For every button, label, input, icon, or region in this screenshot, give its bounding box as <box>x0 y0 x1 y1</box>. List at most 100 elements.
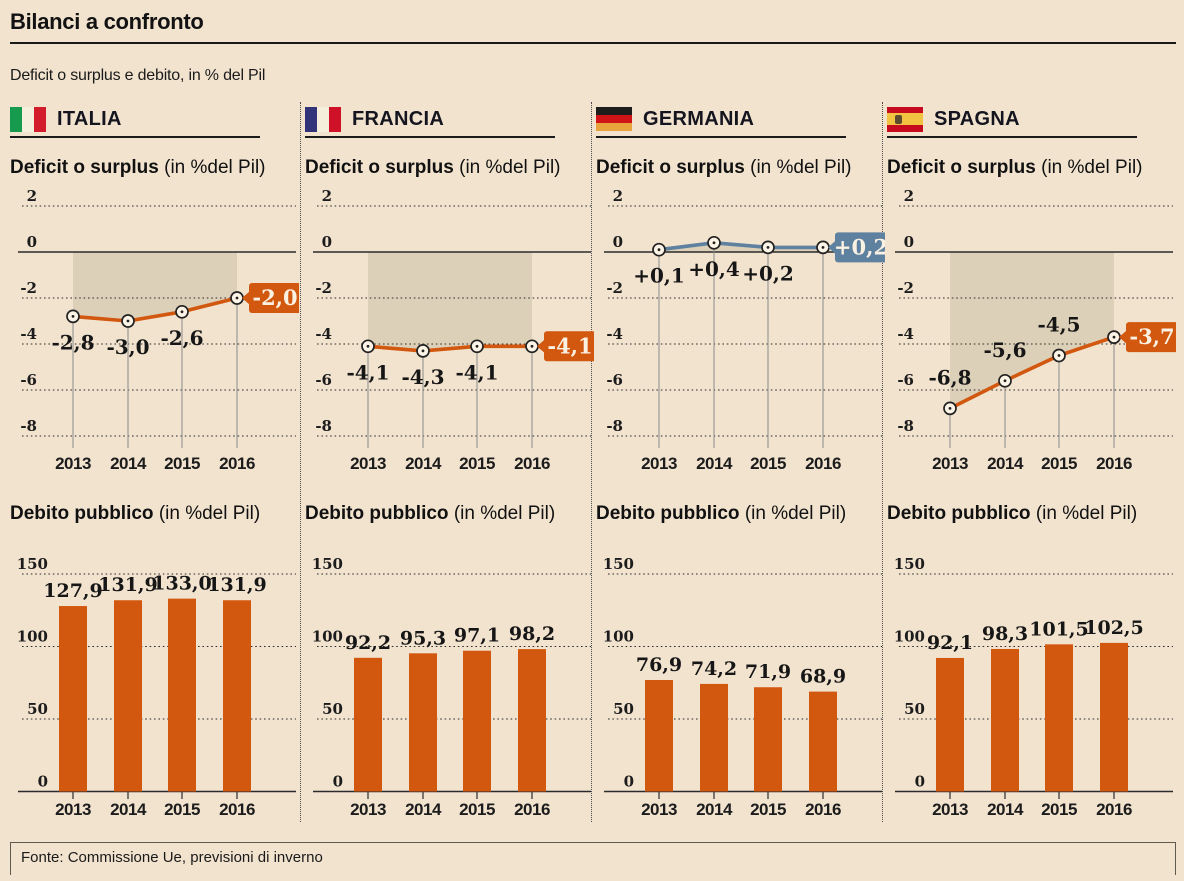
debt-section-title: Debito pubblico (in %del Pil) <box>305 502 589 526</box>
x-axis-year-label: 2016 <box>1096 800 1132 819</box>
debt-title-bold: Debito pubblico <box>596 503 740 524</box>
x-axis-year-label: 2016 <box>219 800 255 819</box>
y-tick-label: 2 <box>322 187 332 205</box>
deficit-section-title: Deficit o surplus (in %del Pil) <box>596 156 880 180</box>
debt-title-note: (in %del Pil) <box>739 503 847 524</box>
y-tick-label: -8 <box>897 417 914 435</box>
y-tick-label: -4 <box>315 325 332 343</box>
page-title: Bilanci a confronto <box>10 9 204 34</box>
column-spagna: SPAGNA Deficit o surplus (in %del Pil) 2 0 -… <box>883 102 1176 822</box>
x-axis-year-label: 2013 <box>932 800 968 819</box>
y-tick-label: 100 <box>894 628 925 646</box>
y-tick-label: -2 <box>897 279 914 297</box>
x-axis-year-label: 2014 <box>405 800 442 819</box>
x-axis-year-label: 2015 <box>164 800 200 819</box>
flag-spagna-icon <box>887 106 923 132</box>
y-tick-label: -8 <box>315 417 332 435</box>
flag-stripe <box>22 106 34 132</box>
column-francia: FRANCIA Deficit o surplus (in %del Pil) 2 0… <box>301 102 594 822</box>
x-axis-year-label: 2015 <box>1041 454 1077 473</box>
y-tick-label: 150 <box>603 555 634 573</box>
debt-bar <box>518 649 546 792</box>
debt-bar <box>754 687 782 792</box>
y-tick-label: 100 <box>312 628 343 646</box>
y-tick-label: -8 <box>606 417 623 435</box>
debt-section-title: Debito pubblico (in %del Pil) <box>10 502 298 526</box>
point-value-label: +0,2 <box>742 261 794 285</box>
country-header: ITALIA <box>10 102 298 134</box>
debt-bar <box>936 657 964 792</box>
end-label-box <box>544 331 594 362</box>
spagna-deficit-chart: 2 0 -2 -4 -6 -8 -6,8 -5,6 -4,5 -3,7 2013 2014 2015 20… <box>895 187 1176 473</box>
debt-bar <box>645 679 673 792</box>
end-label-value: -3,7 <box>1129 324 1174 349</box>
bar-value-label: 131,9 <box>98 574 158 596</box>
y-tick-label: -2 <box>20 279 37 297</box>
country-underline <box>596 136 846 138</box>
deficit-title-bold: Deficit o surplus <box>305 157 454 178</box>
point-value-label: +0,4 <box>688 257 740 281</box>
x-axis-year-label: 2013 <box>350 800 386 819</box>
y-tick-label: -2 <box>606 279 623 297</box>
y-tick-label: 0 <box>915 773 925 791</box>
country-name: SPAGNA <box>934 107 1020 130</box>
data-line <box>71 296 239 323</box>
x-axis-year-label: 2015 <box>750 800 786 819</box>
data-line <box>366 344 534 353</box>
end-label-box <box>1126 322 1176 353</box>
x-axis-year-label: 2015 <box>1041 800 1077 819</box>
y-tick-label: 50 <box>27 700 48 718</box>
point-value-label: -6,8 <box>928 365 971 389</box>
end-label-arrow <box>537 339 545 354</box>
bar-value-label: 98,2 <box>509 623 555 645</box>
bar-value-label: 71,9 <box>745 661 791 683</box>
data-point-center-dot <box>948 407 952 410</box>
data-point-center-dot <box>712 241 716 245</box>
x-axis-year-label: 2013 <box>641 454 677 473</box>
data-point-center-dot <box>821 246 825 249</box>
bar-value-label: 127,9 <box>43 580 103 602</box>
y-tick-label: 0 <box>624 773 634 791</box>
debt-title-bold: Debito pubblico <box>887 503 1031 524</box>
flag-stripe <box>305 106 317 132</box>
x-axis-year-label: 2014 <box>696 454 733 473</box>
debt-bar <box>991 648 1019 792</box>
data-point-center-dot <box>475 344 479 348</box>
x-axis-year-label: 2014 <box>696 800 733 819</box>
x-axis-year-label: 2016 <box>514 800 550 819</box>
deficit-title-note: (in %del Pil) <box>1035 157 1143 178</box>
point-value-label: -2,8 <box>51 330 94 354</box>
point-value-label: -5,6 <box>983 338 1026 362</box>
y-tick-label: -2 <box>315 279 332 297</box>
y-tick-label: 0 <box>613 233 623 251</box>
y-tick-label: -8 <box>20 417 37 435</box>
x-axis-year-label: 2013 <box>641 800 677 819</box>
point-value-label: -3,0 <box>106 335 149 359</box>
flag-stripe <box>317 106 329 132</box>
end-label-arrow <box>242 291 250 305</box>
column-germania: GERMANIA Deficit o surplus (in %del Pil) 2… <box>592 102 885 822</box>
country-name: GERMANIA <box>643 107 755 130</box>
end-label-arrow <box>828 240 836 255</box>
bar-value-label: 97,1 <box>454 625 500 647</box>
end-label-value: -2,0 <box>252 285 297 310</box>
source-note: Fonte: Commissione Ue, previsioni di inv… <box>10 842 1176 875</box>
y-tick-label: 0 <box>27 233 37 251</box>
y-tick-label: 100 <box>603 628 634 646</box>
country-name: ITALIA <box>57 107 122 130</box>
y-tick-label: 0 <box>38 773 48 791</box>
country-header: SPAGNA <box>887 102 1172 134</box>
bar-value-label: 101,5 <box>1029 618 1089 640</box>
debt-title-note: (in %del Pil) <box>1030 503 1138 524</box>
flag-stripe <box>596 114 632 124</box>
debt-bar <box>463 650 491 792</box>
country-name: FRANCIA <box>352 107 445 130</box>
y-tick-label: 50 <box>904 700 925 718</box>
x-axis-year-label: 2015 <box>750 454 786 473</box>
point-value-label: -4,1 <box>455 360 498 384</box>
bar-value-label: 131,9 <box>207 574 267 596</box>
x-axis-year-label: 2013 <box>932 454 968 473</box>
